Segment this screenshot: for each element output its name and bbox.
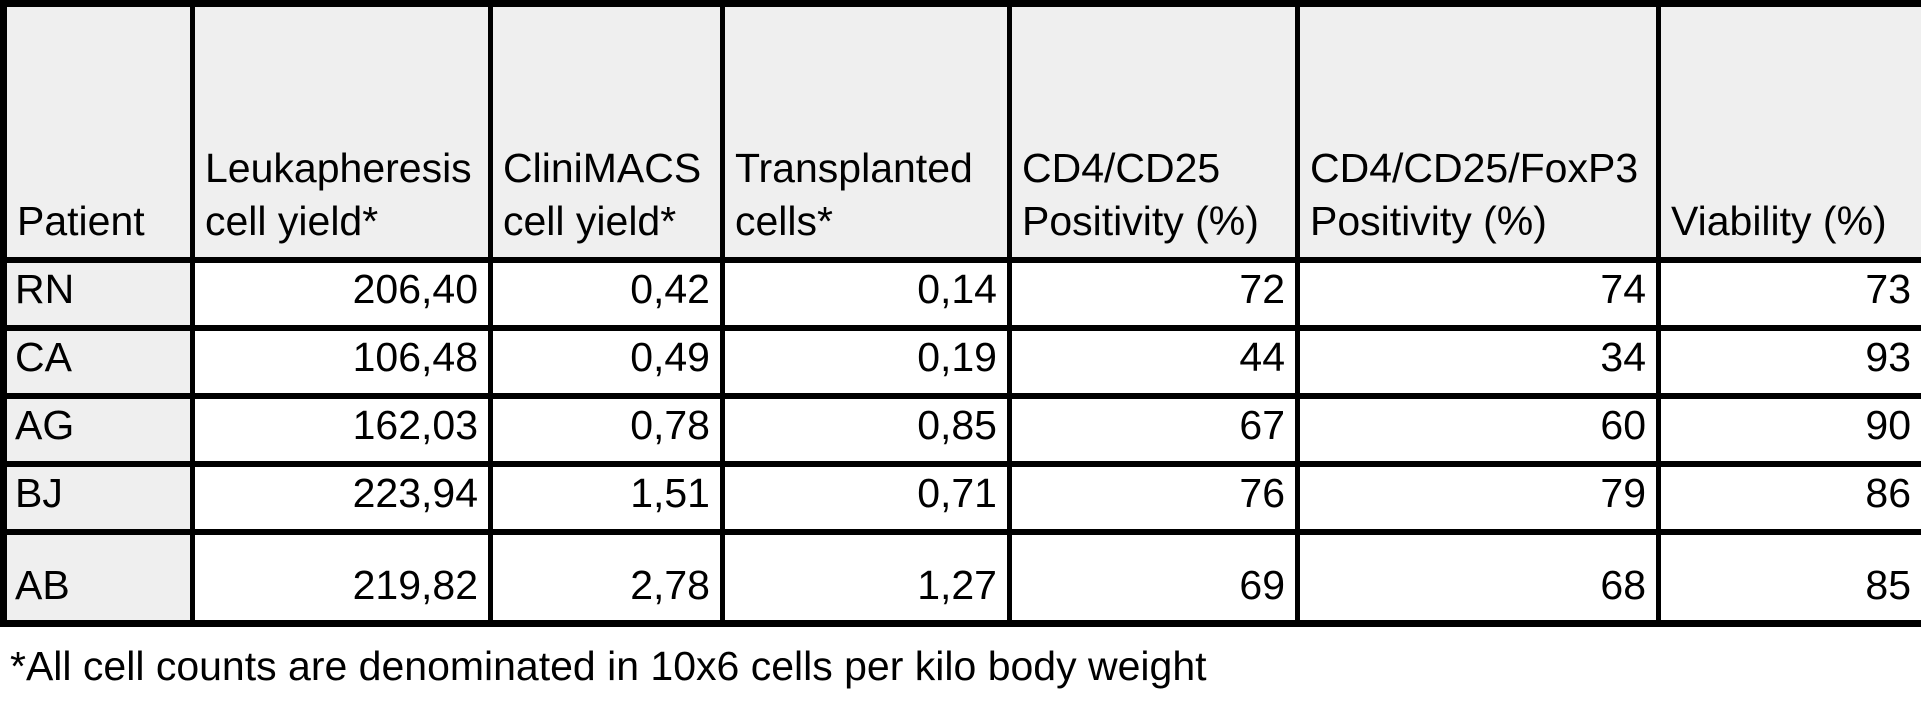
value-cell: 0,14 (720, 256, 1012, 331)
value-cell: 0,78 (488, 392, 725, 467)
col-header-transplanted-cells: Transplanted cells* (720, 0, 1012, 263)
patient-id-cell: RN (1, 256, 195, 331)
table-row-bj: BJ 223,94 1,51 0,71 76 79 86 (1, 460, 1921, 535)
value-cell: 0,42 (488, 256, 725, 331)
patient-id-cell: CA (1, 324, 195, 399)
value-cell: 162,03 (190, 392, 493, 467)
value-cell: 76 (1007, 460, 1300, 535)
value-cell: 79 (1295, 460, 1661, 535)
value-cell: 0,49 (488, 324, 725, 399)
col-header-cd4-cd25-positivity: CD4/CD25 Positivity (%) (1007, 0, 1300, 263)
col-header-clinimacs-yield: CliniMACS cell yield* (488, 0, 725, 263)
value-cell: 67 (1007, 392, 1300, 467)
value-cell: 0,85 (720, 392, 1012, 467)
value-cell: 0,19 (720, 324, 1012, 399)
value-cell: 206,40 (190, 256, 493, 331)
table-row-rn: RN 206,40 0,42 0,14 72 74 73 (1, 256, 1921, 331)
value-cell: 85 (1656, 528, 1921, 627)
value-cell: 68 (1295, 528, 1661, 627)
value-cell: 1,51 (488, 460, 725, 535)
patient-id-cell: AB (1, 528, 195, 627)
value-cell: 93 (1656, 324, 1921, 399)
value-cell: 60 (1295, 392, 1661, 467)
col-header-patient: Patient (1, 0, 195, 263)
value-cell: 0,71 (720, 460, 1012, 535)
col-header-cd4-cd25-foxp3-positivity: CD4/CD25/FoxP3 Positivity (%) (1295, 0, 1661, 263)
value-cell: 44 (1007, 324, 1300, 399)
value-cell: 73 (1656, 256, 1921, 331)
value-cell: 219,82 (190, 528, 493, 627)
value-cell: 106,48 (190, 324, 493, 399)
table-row-ca: CA 106,48 0,49 0,19 44 34 93 (1, 324, 1921, 399)
patient-id-cell: AG (1, 392, 195, 467)
value-cell: 86 (1656, 460, 1921, 535)
value-cell: 90 (1656, 392, 1921, 467)
value-cell: 1,27 (720, 528, 1012, 627)
patient-id-cell: BJ (1, 460, 195, 535)
value-cell: 69 (1007, 528, 1300, 627)
value-cell: 74 (1295, 256, 1661, 331)
table-row-ab: AB 219,82 2,78 1,27 69 68 85 (1, 528, 1921, 627)
header-row: Patient Leukapheresis cell yield* CliniM… (1, 0, 1921, 263)
value-cell: 223,94 (190, 460, 493, 535)
patient-table: Patient Leukapheresis cell yield* CliniM… (0, 0, 1921, 627)
value-cell: 2,78 (488, 528, 725, 627)
col-header-leukapheresis-yield: Leukapheresis cell yield* (190, 0, 493, 263)
value-cell: 72 (1007, 256, 1300, 331)
col-header-viability: Viability (%) (1656, 0, 1921, 263)
table-row-ag: AG 162,03 0,78 0,85 67 60 90 (1, 392, 1921, 467)
table-footnote: *All cell counts are denominated in 10x6… (10, 643, 1207, 689)
value-cell: 34 (1295, 324, 1661, 399)
